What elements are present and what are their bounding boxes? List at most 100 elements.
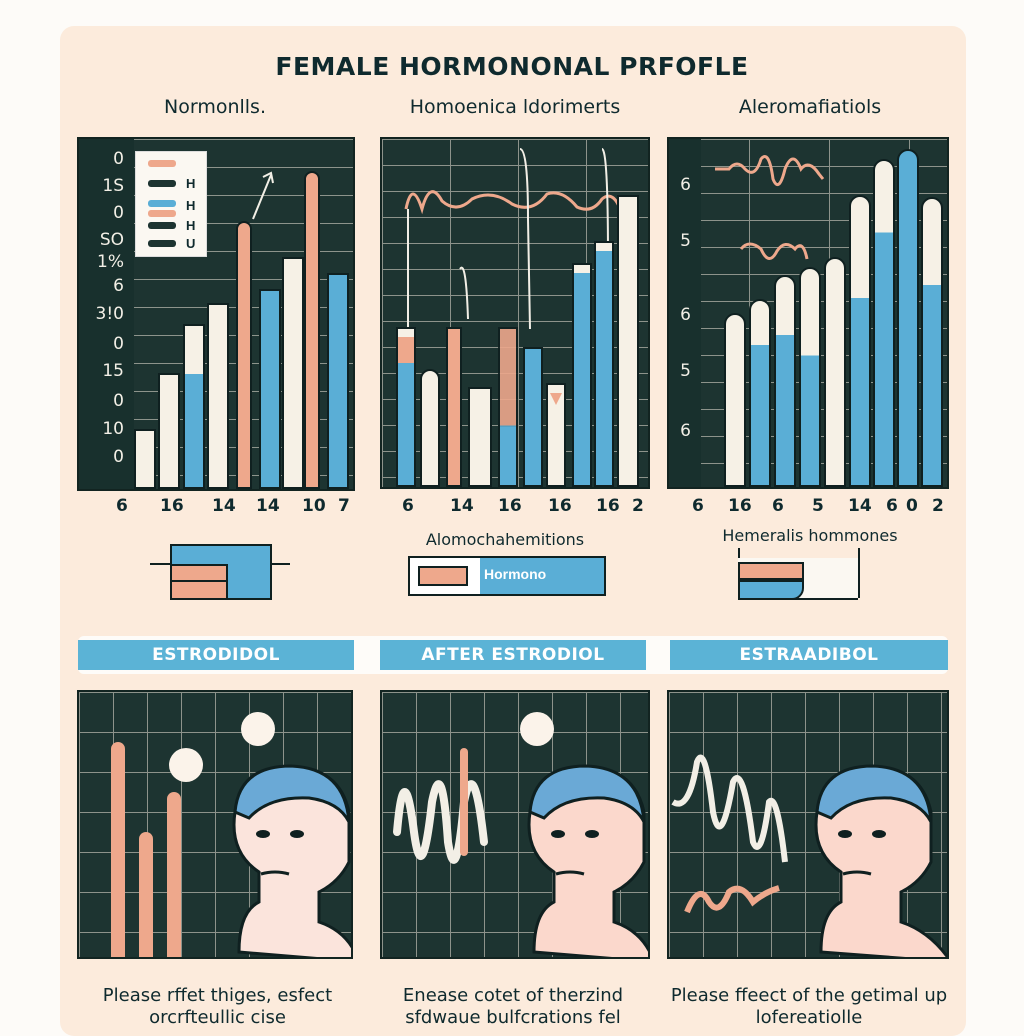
bar (259, 289, 281, 489)
banner-estrodidol: ESTRODIDOL (78, 640, 354, 670)
x-tick: 16 (160, 496, 184, 516)
x-tick: 7 (338, 496, 350, 516)
bar (420, 369, 440, 487)
hormone-spike (139, 832, 153, 957)
bar (849, 195, 871, 487)
x-tick: 6 (116, 496, 128, 516)
y-tick: 6 (680, 421, 691, 441)
footer-text-1: Please rffet thiges, esfect orcrfteullic… (102, 985, 333, 1028)
y-tick: 6 (680, 305, 691, 325)
bar (158, 373, 180, 489)
x-tick: 16 (548, 496, 572, 516)
bar (594, 241, 614, 487)
y-tick: 0 (113, 149, 124, 169)
caption-2: Alomochahemitions (425, 530, 585, 549)
indicator-icon (241, 712, 275, 746)
indicator-icon (169, 748, 203, 782)
container-icon-3 (738, 548, 860, 600)
legend-swatch-dark (148, 240, 176, 247)
x-tick: 5 (812, 496, 824, 516)
y-tick: 3!0 (95, 304, 124, 324)
bar (134, 429, 156, 489)
y-tick: 6 (680, 175, 691, 195)
bar (183, 324, 205, 489)
legend-label: H (186, 198, 196, 213)
bar (921, 197, 943, 487)
y-tick: 0 (113, 391, 124, 411)
x-tick: 10 (302, 496, 326, 516)
legend-label: U (186, 236, 196, 251)
y-tick: 5 (680, 231, 691, 251)
illustration-panel-1 (77, 690, 353, 959)
legend-swatch-peach (148, 160, 176, 167)
page-title: FEMALE HORMONONAL PRFOFLE (275, 52, 749, 81)
chart-panel-1: 0 1S 0 SO 1% 6 3!0 0 15 0 10 0 H H H U (77, 137, 355, 491)
y-axis: 6 5 6 5 6 (669, 139, 701, 487)
x-tick: 6 (772, 496, 784, 516)
bar (327, 273, 349, 489)
legend-label: H (186, 218, 196, 233)
bar (498, 327, 518, 487)
y-tick: 10 (102, 419, 124, 439)
y-tick: 0 (113, 203, 124, 223)
x-tick: 14 (256, 496, 280, 516)
chart-panel-3: 6 5 6 5 6 (667, 137, 949, 489)
illustration-panel-3 (667, 690, 949, 959)
x-tick: 2 (632, 496, 644, 516)
bar (207, 303, 229, 489)
chart-subtitle-1: Normonlls. (164, 96, 266, 118)
x-tick: 14 (212, 496, 236, 516)
x-tick: 0 (906, 496, 918, 516)
banner-after-estrodiol: AFTER ESTRODIOL (380, 640, 646, 670)
bar (546, 383, 566, 487)
hormone-spike (167, 792, 181, 957)
caption-3: Hemeralis hommones (722, 526, 898, 545)
bar (572, 263, 592, 487)
bar (282, 257, 304, 489)
indicator-icon (520, 712, 554, 746)
bar (446, 327, 462, 487)
down-triangle-icon (550, 393, 562, 405)
bar (799, 267, 821, 487)
legend-swatch-blue (148, 200, 176, 207)
y-tick: 15 (102, 361, 124, 381)
y-tick: 5 (680, 361, 691, 381)
y-tick: 1% (97, 252, 124, 272)
bar (873, 159, 895, 487)
woman-face-icon (814, 764, 947, 957)
x-tick: 14 (848, 496, 872, 516)
bar (897, 149, 919, 487)
bar (396, 327, 416, 487)
bar (749, 299, 771, 487)
bar (236, 221, 252, 489)
hormone-pill-icon: Hormono (408, 556, 606, 596)
hormone-spike (111, 742, 125, 957)
x-tick: 16 (596, 496, 620, 516)
woman-face-icon (527, 764, 648, 957)
bar (468, 387, 492, 487)
x-tick: 16 (728, 496, 752, 516)
bar (774, 275, 796, 487)
y-tick: 6 (113, 276, 124, 296)
banner-estraadibol: ESTRAADIBOL (670, 640, 948, 670)
x-tick: 6 (402, 496, 414, 516)
trend-arrow-icon (252, 171, 274, 220)
legend-swatch-dark (148, 180, 176, 187)
illustration-panel-2 (380, 690, 650, 959)
footer-text-2: Enease cotet of therzind sfdwaue bulfcra… (402, 985, 624, 1028)
x-tick: 2 (932, 496, 944, 516)
legend-swatch-peach (148, 210, 176, 217)
hormone-wave-icon (671, 754, 788, 914)
y-tick: SO (99, 230, 124, 250)
bar (523, 347, 543, 487)
y-tick: 0 (113, 447, 124, 467)
chart-panel-2 (380, 137, 650, 489)
y-axis: 0 1S 0 SO 1% 6 3!0 0 15 0 10 0 (79, 139, 134, 489)
range-icon-1 (150, 544, 290, 602)
x-tick: 6 (692, 496, 704, 516)
x-tick: 6 (886, 496, 898, 516)
y-tick: 1S (102, 176, 124, 196)
legend-label: H (186, 176, 196, 191)
hormone-pill-label: Hormono (484, 566, 547, 582)
chart-subtitle-3: Aleromafiatiols (738, 96, 882, 118)
